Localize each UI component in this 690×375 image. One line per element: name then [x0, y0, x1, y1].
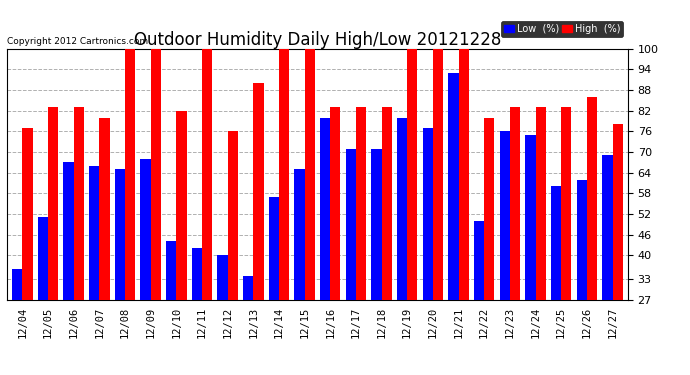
- Legend: Low  (%), High  (%): Low (%), High (%): [501, 21, 623, 37]
- Bar: [356, 107, 366, 300]
- Bar: [304, 49, 315, 300]
- Bar: [99, 118, 110, 300]
- Bar: [48, 107, 58, 300]
- Bar: [228, 131, 238, 300]
- Bar: [602, 156, 613, 300]
- Bar: [510, 107, 520, 300]
- Bar: [217, 255, 228, 300]
- Bar: [22, 128, 32, 300]
- Bar: [12, 269, 22, 300]
- Text: Copyright 2012 Cartronics.com: Copyright 2012 Cartronics.com: [7, 37, 148, 46]
- Bar: [331, 107, 340, 300]
- Bar: [115, 169, 125, 300]
- Bar: [243, 276, 253, 300]
- Bar: [561, 107, 571, 300]
- Bar: [63, 162, 74, 300]
- Bar: [459, 49, 469, 300]
- Bar: [89, 166, 99, 300]
- Bar: [346, 148, 356, 300]
- Bar: [150, 49, 161, 300]
- Bar: [484, 118, 495, 300]
- Bar: [166, 242, 176, 300]
- Bar: [433, 49, 443, 300]
- Bar: [253, 83, 264, 300]
- Bar: [320, 118, 331, 300]
- Bar: [448, 73, 459, 300]
- Bar: [613, 124, 623, 300]
- Bar: [407, 49, 417, 300]
- Bar: [382, 107, 392, 300]
- Bar: [295, 169, 304, 300]
- Bar: [202, 49, 213, 300]
- Bar: [140, 159, 150, 300]
- Bar: [551, 186, 561, 300]
- Bar: [74, 107, 84, 300]
- Bar: [125, 49, 135, 300]
- Bar: [577, 180, 586, 300]
- Bar: [38, 217, 48, 300]
- Bar: [371, 148, 382, 300]
- Bar: [500, 131, 510, 300]
- Bar: [192, 248, 202, 300]
- Bar: [422, 128, 433, 300]
- Bar: [279, 49, 289, 300]
- Bar: [176, 111, 186, 300]
- Bar: [586, 97, 597, 300]
- Bar: [268, 197, 279, 300]
- Bar: [525, 135, 535, 300]
- Bar: [535, 107, 546, 300]
- Bar: [397, 118, 407, 300]
- Bar: [474, 221, 484, 300]
- Title: Outdoor Humidity Daily High/Low 20121228: Outdoor Humidity Daily High/Low 20121228: [134, 31, 501, 49]
